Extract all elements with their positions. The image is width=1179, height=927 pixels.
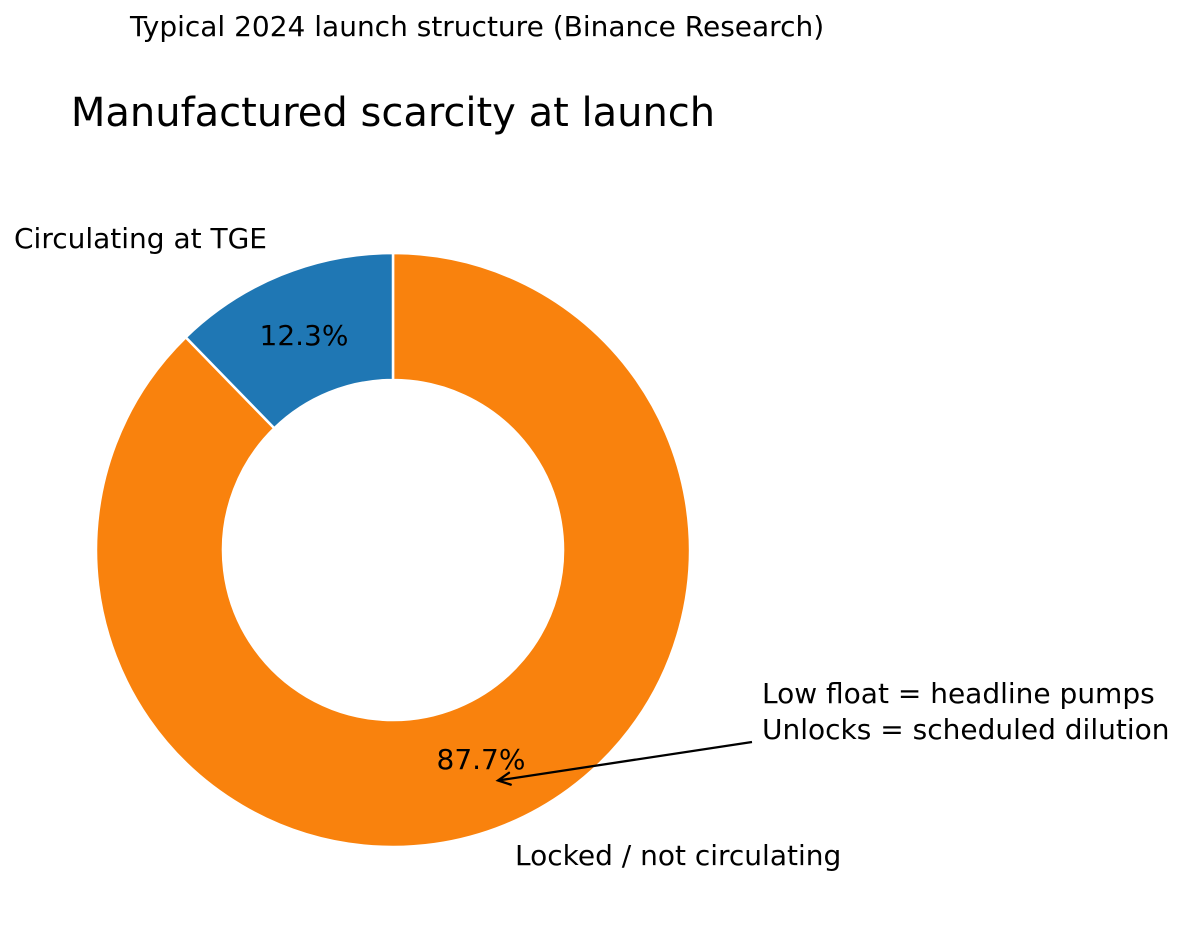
slice-label-locked-not-circulating: Locked / not circulating bbox=[515, 839, 842, 872]
annotation-arrow bbox=[495, 740, 753, 786]
percent-label-circulating: 12.3% bbox=[259, 318, 349, 352]
slice-label-circulating-at-tge: Circulating at TGE bbox=[13, 222, 267, 255]
chart-title: Manufactured scarcity at launch bbox=[70, 90, 716, 136]
annotation-line-2: Unlocks = scheduled dilution bbox=[762, 712, 1170, 746]
chart-suptitle: Typical 2024 launch structure (Binance R… bbox=[130, 10, 825, 43]
annotation-line-1: Low float = headline pumps bbox=[762, 677, 1155, 710]
wedge-locked-not-circulating bbox=[94, 251, 692, 849]
wedge-circulating-at-tge bbox=[184, 251, 395, 430]
percent-label-locked: 87.7% bbox=[436, 742, 526, 776]
annotation-text: Low float = headline pumps Unlocks = sch… bbox=[762, 676, 1169, 747]
